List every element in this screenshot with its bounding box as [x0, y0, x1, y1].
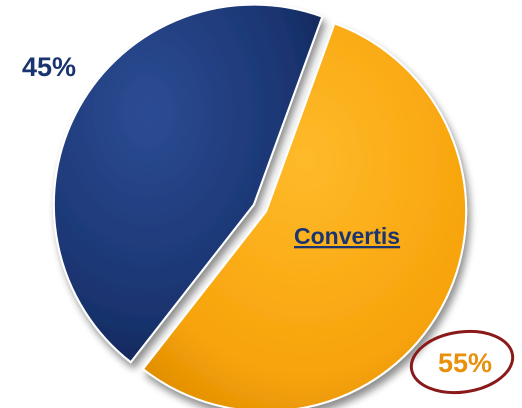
slice-value-label-45: 45% [22, 52, 76, 82]
slice-value-label-55: 55% [438, 348, 492, 378]
pie-slices [52, 3, 468, 408]
callout-ring [409, 329, 515, 395]
pie-slice-45 [52, 3, 324, 364]
pie-slice-convertis [141, 22, 468, 408]
slice-name-label-convertis: Convertis [294, 223, 400, 249]
